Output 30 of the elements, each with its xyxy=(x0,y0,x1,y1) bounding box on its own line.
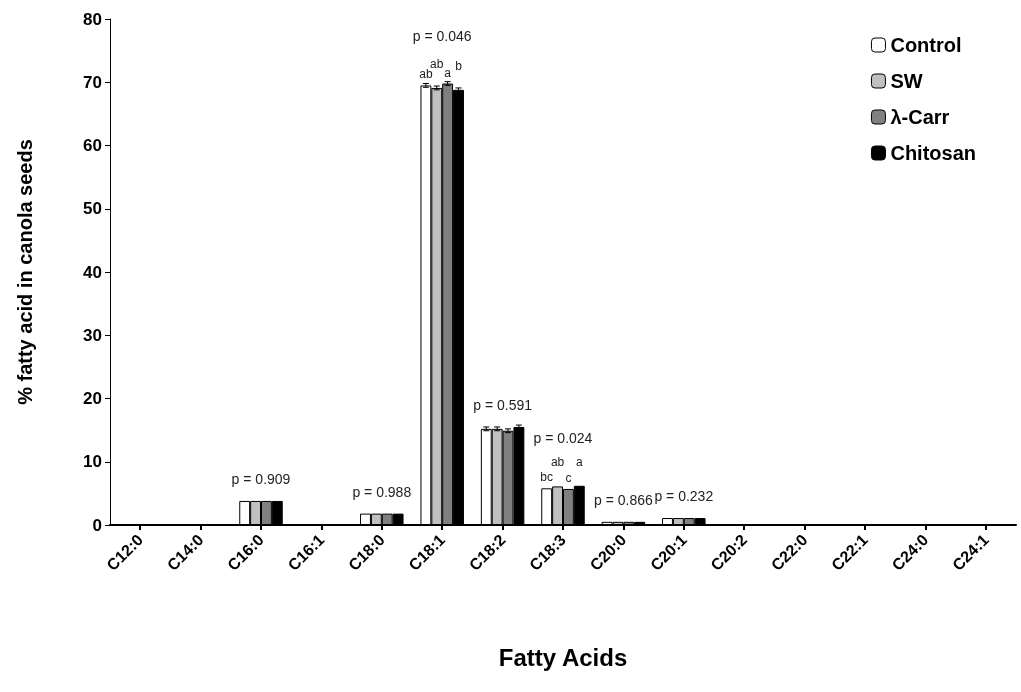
data-label: b xyxy=(455,58,463,73)
data-label: ab xyxy=(550,455,565,470)
data-label: c xyxy=(565,470,572,485)
annotation: p = 0.591 xyxy=(473,396,533,413)
legend-label: SW xyxy=(890,70,923,92)
y-tick-label: 20 xyxy=(83,389,102,408)
annotation: p = 0.909 xyxy=(231,470,291,487)
annotation: p = 0.988 xyxy=(352,483,412,500)
y-tick-label: 40 xyxy=(83,262,102,282)
annotation: p = 0.024 xyxy=(533,429,593,446)
y-tick-label: 80 xyxy=(83,9,102,29)
annotation: p = 0.232 xyxy=(654,488,714,505)
data-label: ab xyxy=(419,67,433,82)
x-axis-title: Fatty Acids xyxy=(498,643,628,671)
legend-label: Control xyxy=(890,34,962,56)
y-tick-label: 0 xyxy=(92,515,102,535)
y-tick-label: 30 xyxy=(83,325,102,345)
y-tick-label: 70 xyxy=(83,72,102,92)
data-label: bc xyxy=(540,470,554,485)
y-tick-label: 50 xyxy=(83,199,102,219)
y-axis-title: % fatty acid in canola seeds xyxy=(14,139,36,405)
data-label: ab xyxy=(430,56,444,71)
legend-label: λ-Carr xyxy=(890,106,950,128)
data-label: a xyxy=(575,454,583,469)
annotation: p = 0.046 xyxy=(412,27,472,44)
y-tick-label: 10 xyxy=(83,452,102,472)
y-tick-label: 60 xyxy=(83,136,102,155)
annotation: p = 0.866 xyxy=(594,491,653,508)
data-label: a xyxy=(444,65,452,80)
legend-label: Chitosan xyxy=(890,142,977,164)
